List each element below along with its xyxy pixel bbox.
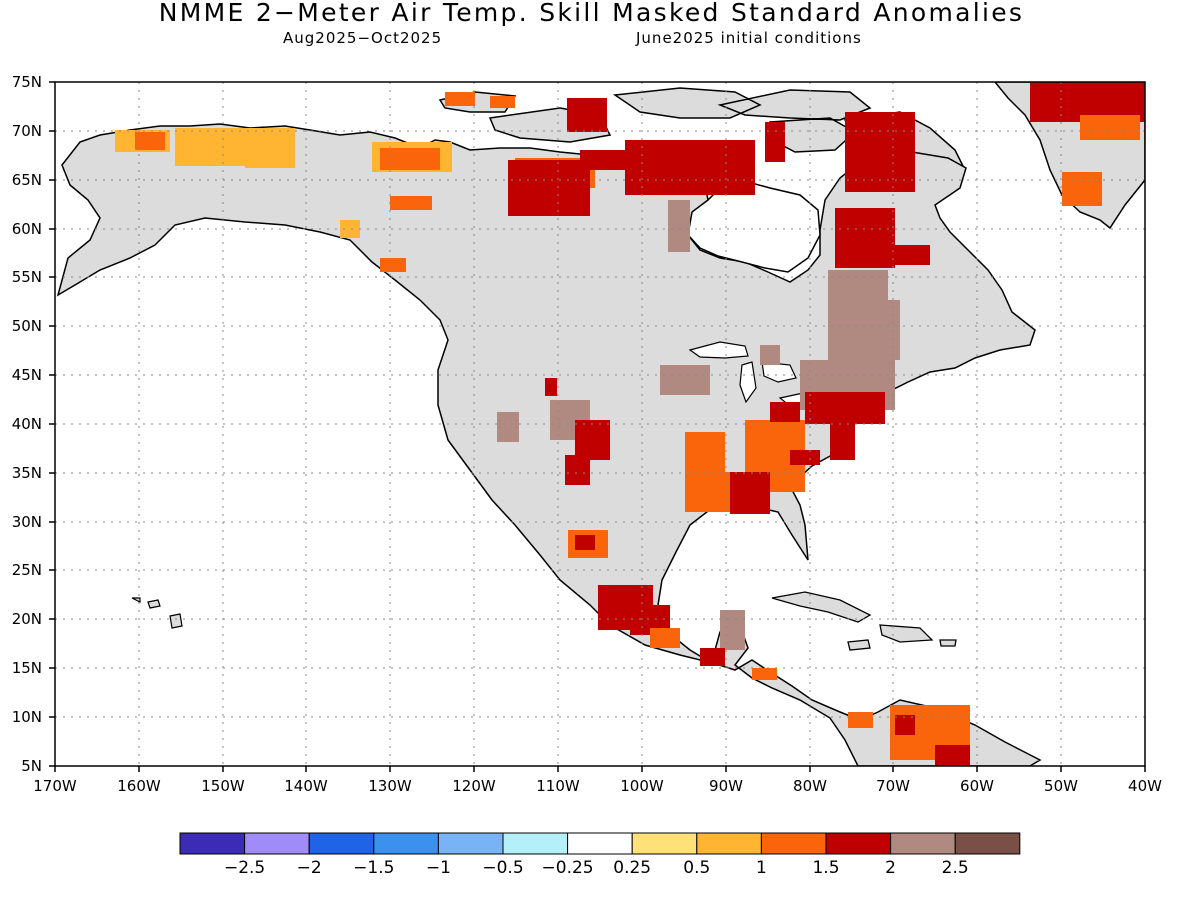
color-bar-swatch	[954, 832, 1021, 855]
lon-label: 80W	[793, 777, 827, 795]
color-bar-label: 0.5	[683, 858, 710, 878]
lat-label: 45N	[12, 366, 42, 384]
color-bar-label: −1.5	[353, 858, 394, 878]
color-bar-swatch	[825, 832, 892, 855]
lat-label: 70N	[12, 122, 42, 140]
color-bar-swatch	[890, 832, 956, 855]
lat-label: 35N	[12, 464, 42, 482]
color-bar-label: −2	[297, 858, 322, 878]
lat-label: 10N	[12, 708, 42, 726]
color-bar-swatch	[696, 832, 762, 855]
color-bar-swatch	[437, 832, 504, 855]
lat-label: 75N	[12, 73, 42, 91]
latitude-labels: 5N 10N 15N 20N 25N 30N 35N 40N 45N 50N 5…	[12, 73, 42, 775]
lon-label: 50W	[1044, 777, 1078, 795]
color-bar-label: 1	[756, 858, 767, 878]
color-bar-swatch	[502, 832, 569, 855]
color-bar-swatch	[244, 832, 310, 855]
map-gridlines	[55, 82, 1145, 766]
color-bar-swatch	[308, 832, 375, 855]
lon-label: 140W	[284, 777, 328, 795]
longitude-labels: 170W 160W 150W 140W 130W 120W 110W 100W …	[33, 777, 1162, 795]
color-bar-label: −2.5	[224, 858, 265, 878]
lat-label: 65N	[12, 171, 42, 189]
map-content	[56, 82, 1145, 766]
lon-label: 100W	[620, 777, 664, 795]
lon-label: 160W	[117, 777, 161, 795]
color-bar-swatch	[567, 832, 633, 855]
hawaii-islands	[131, 597, 183, 629]
lat-label: 55N	[12, 268, 42, 286]
lon-label: 170W	[33, 777, 77, 795]
lat-label: 25N	[12, 561, 42, 579]
color-bar: −2.5 −2 −1.5 −1 −0.5 −0.25 0.25 0.5 1 1.5 2 2.5	[179, 832, 1021, 878]
lat-label: 60N	[12, 220, 42, 238]
color-bar-label: −0.5	[482, 858, 523, 878]
lon-label: 120W	[452, 777, 496, 795]
lon-label: 60W	[960, 777, 994, 795]
lat-label: 30N	[12, 513, 42, 531]
color-bar-label: −1	[426, 858, 451, 878]
color-bar-swatch	[631, 832, 698, 855]
color-bar-label: 2.5	[942, 858, 969, 878]
color-bar-label: 2	[885, 858, 896, 878]
great-lakes	[688, 341, 843, 407]
color-bar-swatch	[179, 832, 246, 855]
lat-label: 20N	[12, 610, 42, 628]
lat-label: 5N	[21, 757, 42, 775]
lat-label: 15N	[12, 659, 42, 677]
color-bar-label: 0.25	[613, 858, 651, 878]
map-ticks	[49, 81, 1146, 772]
lon-label: 110W	[536, 777, 580, 795]
anomaly-patches	[115, 82, 1145, 766]
color-bar-label: 1.5	[812, 858, 839, 878]
forecast-period: Aug2025−Oct2025	[283, 29, 443, 47]
lat-label: 50N	[12, 317, 42, 335]
lon-label: 90W	[709, 777, 743, 795]
lat-label: 40N	[12, 415, 42, 433]
color-bar-swatch	[760, 832, 827, 855]
color-bar-label: −0.25	[542, 858, 594, 878]
map-title: NMME 2−Meter Air Temp. Skill Masked Stan…	[158, 0, 1025, 27]
initial-conditions: June2025 initial conditions	[636, 29, 862, 47]
color-bar-swatch	[373, 832, 439, 855]
lon-label: 70W	[876, 777, 910, 795]
lon-label: 40W	[1128, 777, 1162, 795]
lon-label: 150W	[201, 777, 245, 795]
lon-label: 130W	[368, 777, 412, 795]
